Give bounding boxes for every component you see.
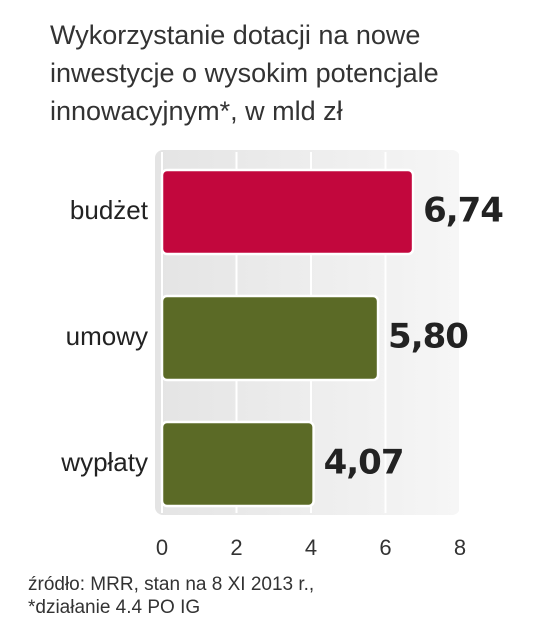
- bar: [160, 420, 315, 508]
- chart-title: innowacyjnym*, w mld zł: [50, 96, 343, 126]
- chart-title: inwestycje o wysokim potencjale: [50, 58, 439, 88]
- bar: [160, 294, 380, 382]
- source-note: źródło: MRR, stan na 8 XI 2013 r.,: [28, 574, 314, 595]
- value-label: 4,07: [324, 443, 404, 483]
- x-tick-label: 4: [305, 535, 317, 560]
- x-tick-label: 0: [156, 535, 168, 560]
- source-note: *działanie 4.4 PO IG: [28, 597, 200, 618]
- y-tick-label: umowy: [66, 321, 148, 351]
- y-tick-label: budżet: [70, 195, 149, 225]
- value-label: 5,80: [388, 317, 468, 357]
- value-label: 6,74: [423, 191, 503, 231]
- x-tick-label: 2: [230, 535, 242, 560]
- chart-title: Wykorzystanie dotacji na nowe: [50, 20, 420, 50]
- x-tick-label: 8: [454, 535, 466, 560]
- bar: [160, 168, 415, 256]
- marks: [160, 168, 415, 508]
- x-tick-label: 6: [379, 535, 391, 560]
- y-tick-label: wypłaty: [60, 447, 148, 477]
